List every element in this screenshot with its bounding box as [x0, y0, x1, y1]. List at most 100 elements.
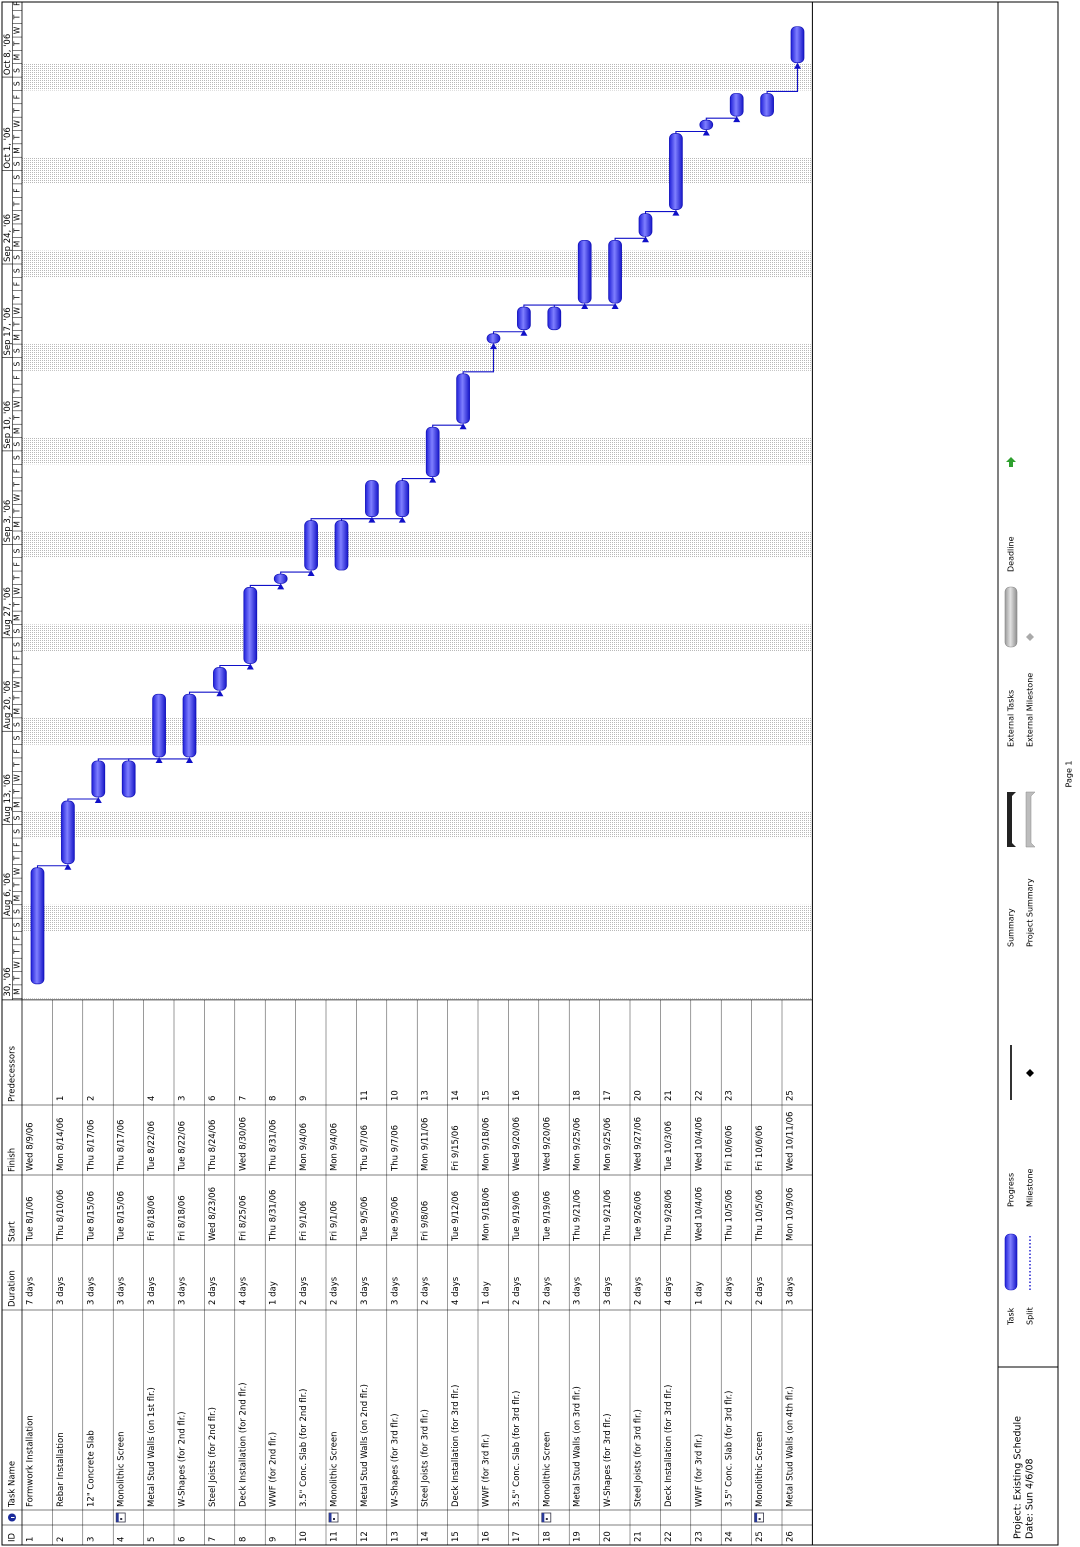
day-label: T — [13, 228, 22, 234]
cell-name: WWF (for 2nd flr.) — [269, 1432, 279, 1507]
cell-predecessors: 1 — [56, 1096, 66, 1101]
day-label: W — [13, 400, 22, 408]
legend-label: External Tasks — [1007, 690, 1016, 747]
task-bar — [669, 133, 683, 210]
dependency-arrow — [581, 303, 589, 310]
cell-predecessors: 20 — [634, 1090, 644, 1101]
dependency-link — [97, 758, 191, 762]
cell-id: 25 — [755, 1531, 765, 1542]
day-label: S — [13, 909, 22, 914]
column-header: Duration — [8, 1270, 18, 1307]
day-label: S — [13, 642, 22, 647]
cell-finish: Thu 8/24/06 — [208, 1120, 218, 1172]
cell-finish: Thu 8/17/06 — [117, 1120, 127, 1172]
cell-duration: 7 days — [26, 1276, 36, 1305]
cell-name: WWF (for 3rd flr.) — [482, 1434, 492, 1507]
cell-start: Tue 9/5/06 — [360, 1196, 370, 1242]
cell-start: Fri 8/18/06 — [178, 1195, 188, 1241]
day-label: M — [13, 241, 22, 247]
day-label: S — [13, 815, 22, 820]
legend-label: Task — [1007, 1307, 1016, 1326]
cell-duration: 1 day — [694, 1281, 704, 1305]
page-number: Page 1 — [1065, 761, 1074, 788]
cell-finish: Mon 9/25/06 — [573, 1118, 583, 1171]
cell-start: Thu 8/31/06 — [269, 1190, 279, 1242]
week-label: Oct 1, '06 — [3, 127, 13, 168]
week-label: Sep 3, '06 — [3, 500, 13, 543]
day-label: T — [13, 388, 22, 394]
legend: Project: Existing Schedule Date: Sun 4/6… — [997, 2, 1074, 1545]
cell-name: Monolithic Screen — [755, 1431, 765, 1507]
dependency-arrow — [94, 797, 102, 803]
cell-start: Tue 8/15/06 — [117, 1191, 127, 1242]
cell-name: Deck Installation (for 3rd flr.) — [451, 1385, 461, 1508]
cell-predecessors: 25 — [786, 1090, 796, 1101]
legend-task-sample — [1004, 1233, 1018, 1291]
weekend-shading — [22, 157, 813, 184]
cell-start: Fri 9/1/06 — [330, 1201, 340, 1241]
task-bar — [334, 520, 349, 571]
day-label: S — [13, 829, 22, 834]
weekend-shading — [22, 250, 813, 278]
cell-finish: Wed 9/20/06 — [512, 1117, 522, 1171]
day-label: S — [13, 255, 22, 260]
cell-start: Tue 8/1/06 — [26, 1196, 36, 1242]
task-bar — [395, 480, 410, 518]
cell-name: Monolithic Screen — [117, 1431, 127, 1507]
week-label: Aug 13, '06 — [3, 774, 13, 823]
dependency-arrow — [307, 570, 315, 577]
cell-finish: Tue 8/22/06 — [178, 1121, 188, 1172]
cell-finish: Mon 9/4/06 — [330, 1123, 340, 1171]
legend-label: Progress — [1007, 1173, 1016, 1207]
dependency-arrow — [216, 690, 224, 697]
cell-name: Metal Stud Walls (on 1st flr.) — [147, 1387, 157, 1507]
day-label: S — [13, 1002, 22, 1007]
day-label: W — [13, 493, 22, 501]
column-header: Task Name — [8, 1461, 18, 1508]
week-label: Sep 10, '06 — [3, 401, 13, 449]
dependency-arrow — [64, 863, 72, 870]
cell-id: 21 — [634, 1531, 644, 1542]
day-label: F — [13, 469, 22, 473]
constraint-icon-cell — [758, 1518, 761, 1520]
week-label: Sep 24, '06 — [3, 214, 13, 262]
cell-predecessors: 15 — [482, 1090, 492, 1101]
cell-name: Formwork Installation — [26, 1415, 36, 1507]
cell-predecessors: 13 — [421, 1090, 431, 1101]
dependency-link — [310, 518, 403, 522]
task-bar — [152, 693, 166, 758]
day-label: F — [13, 656, 22, 660]
cell-predecessors: 18 — [573, 1090, 583, 1101]
cell-duration: 4 days — [664, 1276, 674, 1305]
cell-name: Steel Joists (for 2nd flr.) — [208, 1407, 218, 1507]
cell-predecessors: 7 — [238, 1096, 248, 1101]
day-label: W — [13, 680, 22, 688]
dependency-arrow — [520, 329, 528, 336]
cell-name: W-Shapes (for 2nd flr.) — [178, 1411, 188, 1507]
cell-finish: Wed 9/27/06 — [634, 1117, 644, 1171]
cell-predecessors: 9 — [299, 1096, 309, 1101]
cell-finish: Mon 9/25/06 — [603, 1118, 613, 1171]
dependency-arrow — [459, 423, 467, 430]
cell-name: Steel Joists (for 3rd flr.) — [634, 1409, 644, 1507]
week-label: Aug 27, '06 — [3, 587, 13, 636]
day-label: M — [13, 521, 22, 527]
page-frame — [1, 1, 1059, 1546]
cell-id: 7 — [208, 1537, 218, 1542]
legend-label: Split — [1026, 1307, 1035, 1325]
task-table: ID Task Name Duration Start Finish Predecesso… — [2, 2, 813, 1546]
task-bar — [182, 693, 197, 758]
cell-name: Metal Stud Walls (on 3rd flr.) — [573, 1386, 583, 1507]
day-label: F — [13, 562, 22, 566]
dependency-link — [219, 664, 251, 669]
cell-id: 26 — [786, 1531, 796, 1542]
constraint-icon-band — [754, 1513, 758, 1522]
cell-finish: Wed 10/4/06 — [694, 1117, 704, 1171]
cell-id: 24 — [725, 1531, 735, 1542]
cell-name: 3.5" Conc. Slab (for 3rd flr.) — [512, 1391, 522, 1507]
task-bar — [365, 480, 379, 518]
task-bar — [760, 93, 774, 117]
cell-id: 18 — [542, 1531, 552, 1542]
